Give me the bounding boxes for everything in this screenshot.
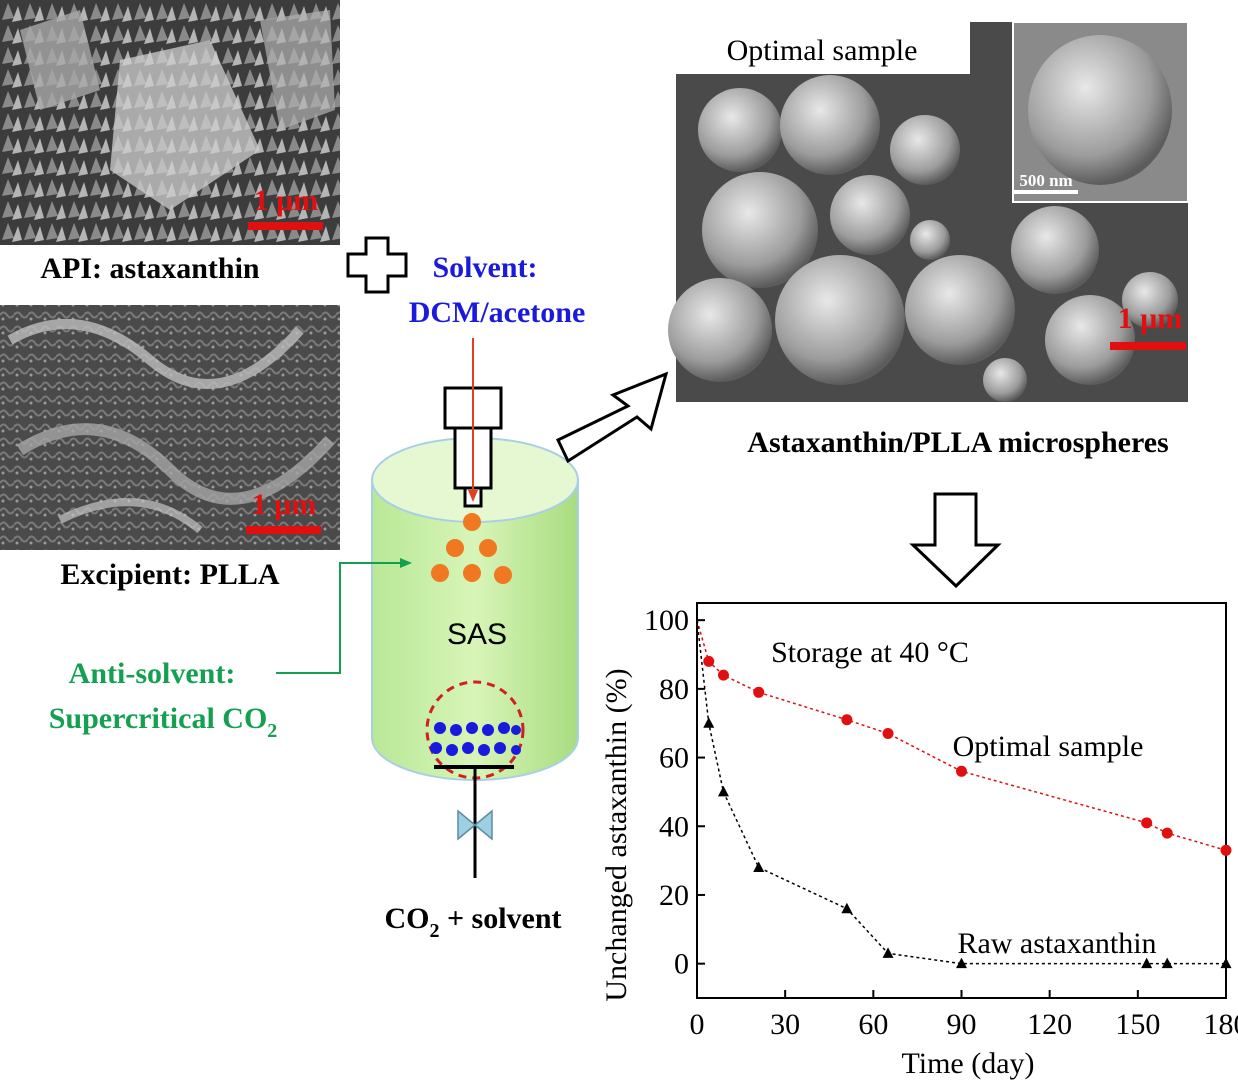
vessel-label: SAS [447,618,507,651]
api-scale-label: 1 μm [254,184,319,217]
antisolvent-feed-arrowhead [400,558,412,568]
valve-icon [457,809,477,841]
data-point-optimal [956,765,967,777]
y-tick-label: 40 [659,810,689,843]
data-point-raw [1161,957,1173,969]
x-axis: 0 30 60 90 120 150 180 [690,990,1238,1041]
product-label: Astaxanthin/PLLA microspheres [747,426,1168,459]
x-tick-label: 60 [858,1008,888,1041]
y-tick-label: 60 [659,742,689,775]
sem-api-image: 1 μm [0,0,340,245]
x-tick-label: 150 [1115,1008,1160,1041]
data-point-raw [1141,957,1153,969]
solvent-label-line2: DCM/acetone [409,296,586,329]
y-tick-label: 20 [659,879,689,912]
data-point-optimal [841,714,853,726]
series-line-raw [696,620,1226,965]
data-point-raw [1220,957,1232,969]
solvent-label-line1: Solvent: [433,251,538,284]
data-point-optimal [717,669,729,681]
data-point-raw [753,861,765,872]
excipient-scale-label: 1 μm [252,488,317,521]
outlet-label: CO2 + solvent [384,902,561,942]
antisolvent-feed-line [276,562,400,674]
y-tick-label: 80 [659,673,689,706]
y-axis: 0 20 40 60 80 100 [644,604,705,981]
series-label-optimal: Optimal sample [953,730,1144,763]
data-point-raw [841,902,853,914]
vessel-body [371,479,579,781]
x-tick-label: 90 [947,1008,977,1041]
sem-product-image: Optimal sample 500 nm 1 μm [668,21,1189,402]
inset-microsphere [1028,35,1172,185]
data-point-raw [956,957,967,969]
antisolvent-label-line2: Supercritical CO2 [49,702,278,742]
data-point-raw [717,785,729,797]
x-tick-label: 30 [770,1008,800,1041]
product-sem-header: Optimal sample [727,34,918,67]
inset-scale-label: 500 nm [1019,171,1072,190]
droplets [431,513,512,584]
data-point-raw [882,947,894,958]
y-tick-label: 100 [644,604,689,637]
data-point-optimal [1161,827,1173,839]
x-tick-label: 180 [1204,1008,1238,1041]
stability-chart: 0 30 60 90 120 150 180 0 20 40 60 80 100 Storage at… [600,602,1238,1080]
down-arrow-icon [909,492,1002,589]
x-tick-label: 0 [690,1008,705,1041]
process-arrow-icon [556,371,669,464]
excipient-label: Excipient: PLLA [60,558,280,591]
series-line-optimal [696,619,1227,852]
data-point-optimal [703,655,715,667]
x-axis-title: Time (day) [901,1047,1034,1080]
data-point-optimal [882,728,894,740]
series-layer [696,619,1232,969]
product-scale-label: 1 μm [1118,302,1183,335]
particles [430,722,521,756]
data-point-optimal [1220,844,1232,856]
antisolvent-label-line1: Anti-solvent: [69,657,236,690]
y-tick-label: 0 [674,948,689,981]
inset-image: 500 nm [1012,21,1189,203]
api-label: API: astaxanthin [40,252,260,285]
plus-icon [346,236,408,294]
sas-vessel: SAS [371,338,579,878]
data-point-optimal [753,686,765,698]
microspheres [668,75,1178,402]
data-point-optimal [1141,817,1153,829]
series-label-raw: Raw astaxanthin [957,927,1156,960]
solvent-feed-arrowhead [468,490,478,502]
chart-annotation: Storage at 40 °C [771,636,969,669]
x-tick-label: 120 [1027,1008,1072,1041]
sem-excipient-image: 1 μm [0,305,340,550]
y-axis-title: Unchanged astaxanthin (%) [600,668,633,1001]
data-point-raw [703,717,715,728]
